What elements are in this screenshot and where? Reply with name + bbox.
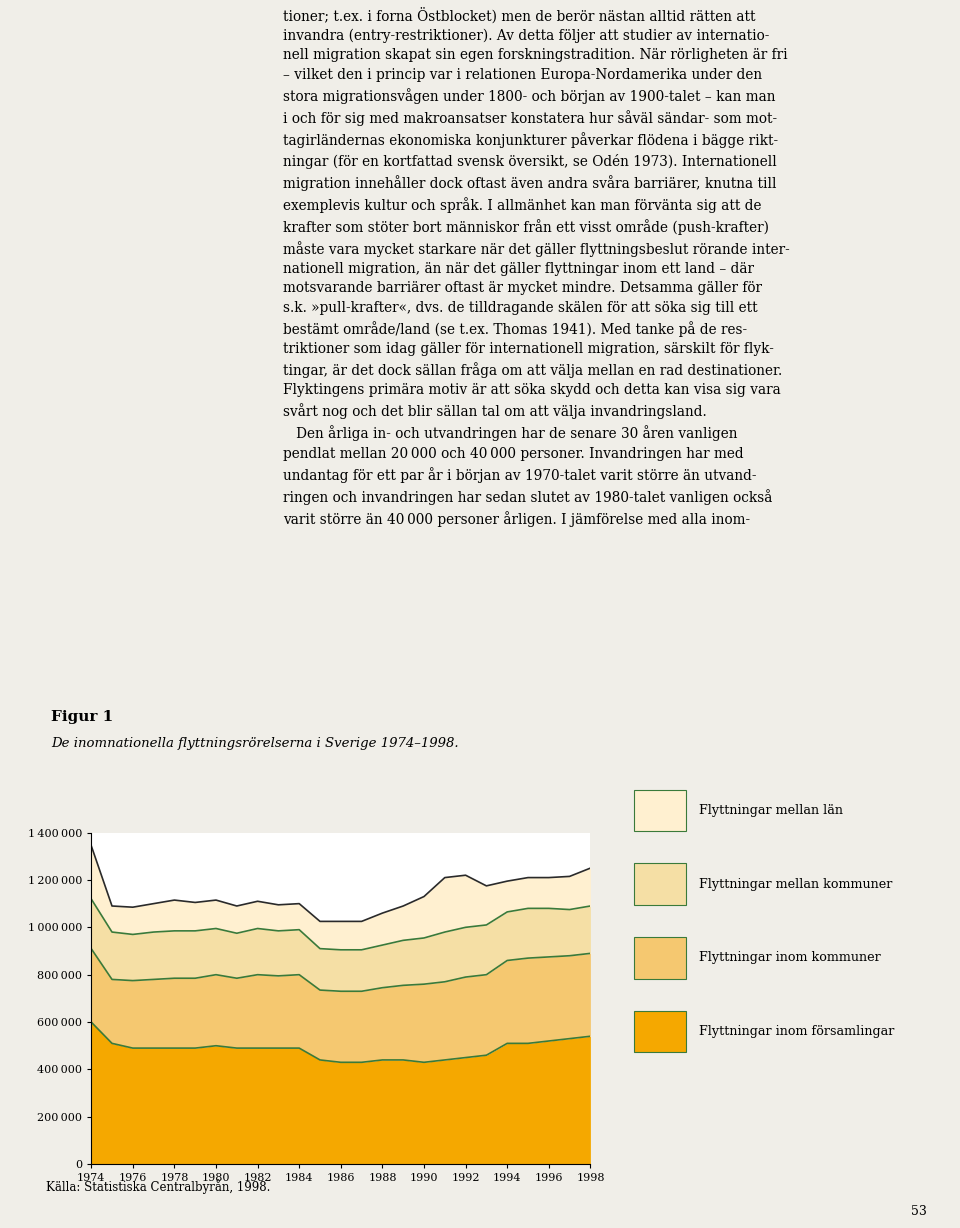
Text: Källa: Statistiska Centralbyrån, 1998.: Källa: Statistiska Centralbyrån, 1998.	[46, 1179, 271, 1194]
Text: 53: 53	[910, 1205, 926, 1218]
Text: Flyttningar mellan kommuner: Flyttningar mellan kommuner	[699, 878, 892, 890]
Text: Flyttningar mellan län: Flyttningar mellan län	[699, 804, 843, 817]
Text: Flyttningar inom församlingar: Flyttningar inom församlingar	[699, 1025, 895, 1038]
Text: Flyttningar inom kommuner: Flyttningar inom kommuner	[699, 952, 880, 964]
Text: Figur 1: Figur 1	[51, 710, 113, 723]
Text: tioner; t.ex. i forna Östblocket) men de berör nästan alltid rätten att
invandra: tioner; t.ex. i forna Östblocket) men de…	[283, 7, 790, 527]
Text: De inomnationella flyttningsrörelserna i Sverige 1974–1998.: De inomnationella flyttningsrörelserna i…	[51, 737, 459, 750]
